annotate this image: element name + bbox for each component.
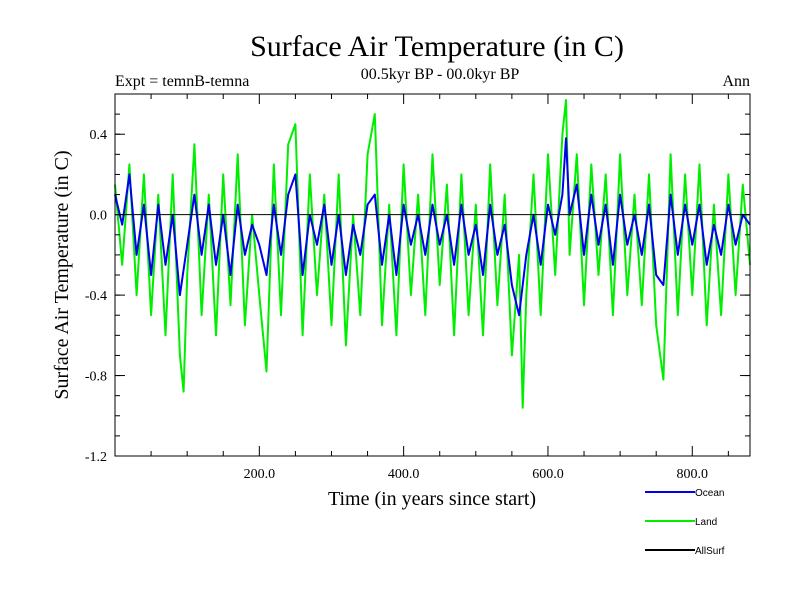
chart-title: Surface Air Temperature (in C) bbox=[250, 30, 624, 63]
legend-label-land: Land bbox=[695, 517, 717, 528]
experiment-label: Expt = temnB-temna bbox=[115, 73, 249, 90]
period-label: Ann bbox=[722, 73, 750, 90]
legend: Ocean Land AllSurf bbox=[645, 488, 725, 557]
x-tick-label: 600.0 bbox=[532, 467, 564, 482]
x-tick-label: 200.0 bbox=[244, 467, 276, 482]
y-tick-label: -0.8 bbox=[85, 370, 107, 385]
chart-subtitle: 00.5kyr BP - 00.0kyr BP bbox=[361, 66, 520, 83]
y-tick-label: -0.4 bbox=[85, 289, 107, 304]
x-axis-label: Time (in years since start) bbox=[328, 488, 536, 510]
x-tick-label: 400.0 bbox=[388, 467, 420, 482]
legend-label-ocean: Ocean bbox=[695, 488, 724, 499]
y-axis-label: Surface Air Temperature (in C) bbox=[51, 150, 73, 399]
x-tick-label: 800.0 bbox=[677, 467, 709, 482]
series-layer bbox=[114, 99, 751, 409]
axis-ticks: -1.2 -0.8 -0.4 0.0 0.4 200.0 400.0 600.0 800.0 bbox=[85, 93, 750, 482]
y-tick-label: 0.0 bbox=[90, 209, 108, 224]
y-tick-label: -1.2 bbox=[85, 450, 107, 465]
legend-label-allsurf: AllSurf bbox=[695, 546, 725, 557]
series-line-ocean bbox=[114, 137, 751, 317]
y-tick-label: 0.4 bbox=[90, 128, 108, 143]
